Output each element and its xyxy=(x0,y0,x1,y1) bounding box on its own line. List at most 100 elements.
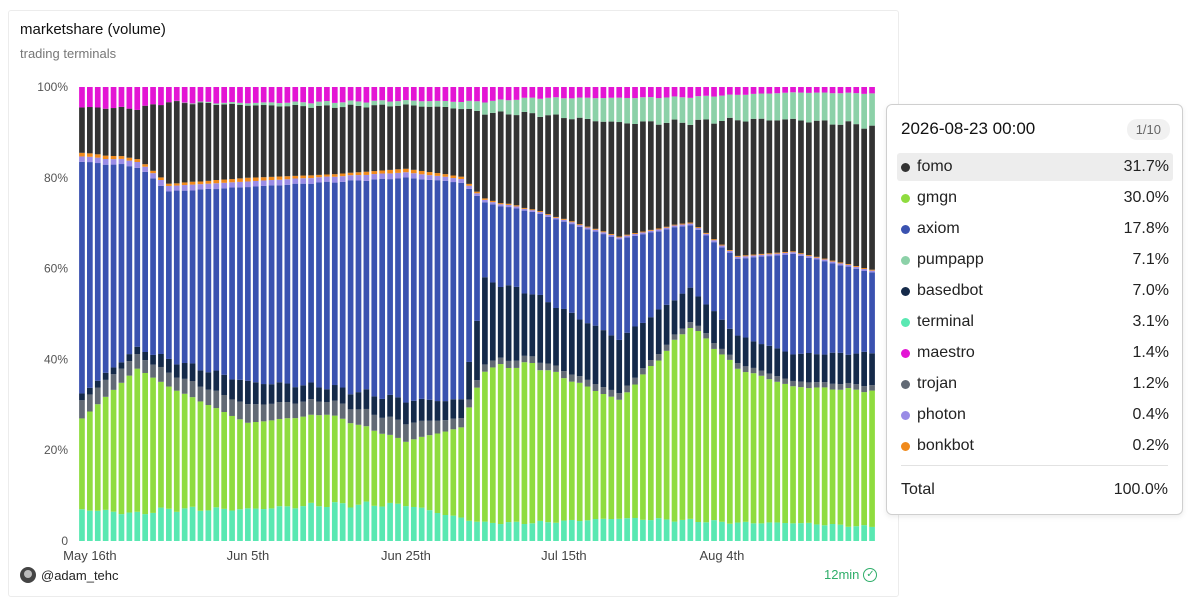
bar-segment-gmgn[interactable] xyxy=(355,424,362,505)
bar-segment-trojan[interactable] xyxy=(118,368,125,383)
bar-segment-gmgn[interactable] xyxy=(284,418,291,507)
bar-segment-terminal[interactable] xyxy=(497,524,504,541)
bar-segment-photon[interactable] xyxy=(790,252,796,254)
bar-segment-gmgn[interactable] xyxy=(102,396,109,510)
bar-segment-terminal[interactable] xyxy=(742,521,749,541)
bar-segment-basedbot[interactable] xyxy=(750,341,757,368)
bar-segment-maestro[interactable] xyxy=(489,87,496,101)
bar-segment-terminal[interactable] xyxy=(568,519,575,541)
bar-segment-terminal[interactable] xyxy=(782,523,788,541)
bar-segment-gmgn[interactable] xyxy=(308,414,314,503)
bar-segment-photon[interactable] xyxy=(813,257,820,260)
bar-segment-fomo[interactable] xyxy=(482,114,488,199)
bar-segment-bonkbot[interactable] xyxy=(853,266,860,267)
bar-segment-pumpapp[interactable] xyxy=(205,101,212,103)
bar-segment-fomo[interactable] xyxy=(347,104,354,173)
bar-segment-pumpapp[interactable] xyxy=(292,101,299,105)
bar-segment-trojan[interactable] xyxy=(813,382,820,388)
bar-segment-maestro[interactable] xyxy=(205,87,212,102)
bar-segment-photon[interactable] xyxy=(363,174,370,181)
bar-segment-bonkbot[interactable] xyxy=(118,156,125,159)
bar-segment-pumpapp[interactable] xyxy=(237,102,243,105)
bar-segment-pumpapp[interactable] xyxy=(213,103,220,105)
bar-segment-gmgn[interactable] xyxy=(324,414,330,507)
bar-segment-photon[interactable] xyxy=(608,234,615,237)
bar-segment-axiom[interactable] xyxy=(568,224,575,313)
bar-segment-gmgn[interactable] xyxy=(403,441,409,507)
bar-segment-terminal[interactable] xyxy=(719,521,725,541)
bar-segment-photon[interactable] xyxy=(260,180,267,186)
bar-segment-fomo[interactable] xyxy=(158,105,164,178)
bar-segment-bonkbot[interactable] xyxy=(703,232,709,234)
bar-segment-pumpapp[interactable] xyxy=(837,93,844,125)
bar-segment-trojan[interactable] xyxy=(798,381,804,388)
bar-segment-terminal[interactable] xyxy=(734,522,741,541)
bar-segment-trojan[interactable] xyxy=(308,399,314,415)
bar-segment-basedbot[interactable] xyxy=(742,337,749,367)
bar-segment-pumpapp[interactable] xyxy=(782,92,788,120)
bar-segment-basedbot[interactable] xyxy=(450,399,457,419)
bar-segment-gmgn[interactable] xyxy=(655,360,662,519)
bar-segment-maestro[interactable] xyxy=(782,87,788,93)
bar-segment-fomo[interactable] xyxy=(110,108,117,156)
bar-segment-photon[interactable] xyxy=(324,176,330,182)
bar-segment-fomo[interactable] xyxy=(284,106,291,177)
bar-segment-axiom[interactable] xyxy=(434,180,441,402)
bar-segment-fomo[interactable] xyxy=(742,121,749,256)
bar-segment-bonkbot[interactable] xyxy=(284,176,291,180)
bar-segment-gmgn[interactable] xyxy=(426,435,433,511)
bar-segment-photon[interactable] xyxy=(798,254,804,256)
bar-segment-basedbot[interactable] xyxy=(774,348,781,377)
bar-segment-photon[interactable] xyxy=(355,175,362,181)
bar-segment-axiom[interactable] xyxy=(387,179,393,395)
bar-segment-trojan[interactable] xyxy=(221,395,228,412)
bar-segment-terminal[interactable] xyxy=(458,517,465,541)
bar-segment-basedbot[interactable] xyxy=(663,304,670,345)
bar-segment-basedbot[interactable] xyxy=(166,358,172,373)
bar-segment-maestro[interactable] xyxy=(237,87,243,103)
bar-segment-trojan[interactable] xyxy=(663,344,670,351)
bar-segment-terminal[interactable] xyxy=(387,502,393,541)
bar-segment-terminal[interactable] xyxy=(126,512,133,541)
bar-segment-axiom[interactable] xyxy=(363,180,370,390)
bar-segment-fomo[interactable] xyxy=(418,106,425,171)
bar-segment-terminal[interactable] xyxy=(482,521,488,541)
bar-segment-photon[interactable] xyxy=(576,225,583,227)
bar-segment-basedbot[interactable] xyxy=(679,293,686,329)
bar-segment-fomo[interactable] xyxy=(561,118,567,219)
bar-segment-terminal[interactable] xyxy=(403,506,409,541)
bar-segment-fomo[interactable] xyxy=(403,104,409,169)
bar-segment-gmgn[interactable] xyxy=(213,408,220,508)
bar-segment-bonkbot[interactable] xyxy=(529,209,536,211)
bar-segment-axiom[interactable] xyxy=(853,268,860,354)
bar-segment-gmgn[interactable] xyxy=(726,359,733,524)
bar-segment-bonkbot[interactable] xyxy=(213,180,220,184)
bar-segment-photon[interactable] xyxy=(687,223,694,226)
bar-segment-bonkbot[interactable] xyxy=(561,218,567,220)
bar-segment-basedbot[interactable] xyxy=(134,346,141,355)
bar-segment-fomo[interactable] xyxy=(711,123,717,240)
bar-segment-axiom[interactable] xyxy=(150,178,156,355)
bar-segment-trojan[interactable] xyxy=(719,348,725,355)
bar-segment-maestro[interactable] xyxy=(316,87,322,102)
bar-segment-bonkbot[interactable] xyxy=(600,231,607,233)
bar-segment-basedbot[interactable] xyxy=(497,286,504,358)
bar-segment-maestro[interactable] xyxy=(568,87,575,99)
bar-segment-basedbot[interactable] xyxy=(806,352,812,383)
bar-segment-trojan[interactable] xyxy=(173,377,180,391)
bar-segment-axiom[interactable] xyxy=(521,210,528,294)
bar-segment-bonkbot[interactable] xyxy=(632,233,638,234)
bar-segment-trojan[interactable] xyxy=(861,386,867,393)
bar-segment-basedbot[interactable] xyxy=(726,328,733,355)
bar-segment-gmgn[interactable] xyxy=(237,419,243,510)
bar-segment-axiom[interactable] xyxy=(687,225,694,288)
bar-segment-bonkbot[interactable] xyxy=(521,207,528,209)
bar-segment-pumpapp[interactable] xyxy=(276,103,283,107)
bar-segment-pumpapp[interactable] xyxy=(553,97,559,115)
bar-segment-axiom[interactable] xyxy=(647,232,654,318)
bar-segment-terminal[interactable] xyxy=(347,507,354,541)
bar-segment-bonkbot[interactable] xyxy=(292,175,299,179)
bar-segment-fomo[interactable] xyxy=(845,121,852,265)
bar-segment-bonkbot[interactable] xyxy=(513,205,520,207)
bar-segment-fomo[interactable] xyxy=(458,109,465,177)
